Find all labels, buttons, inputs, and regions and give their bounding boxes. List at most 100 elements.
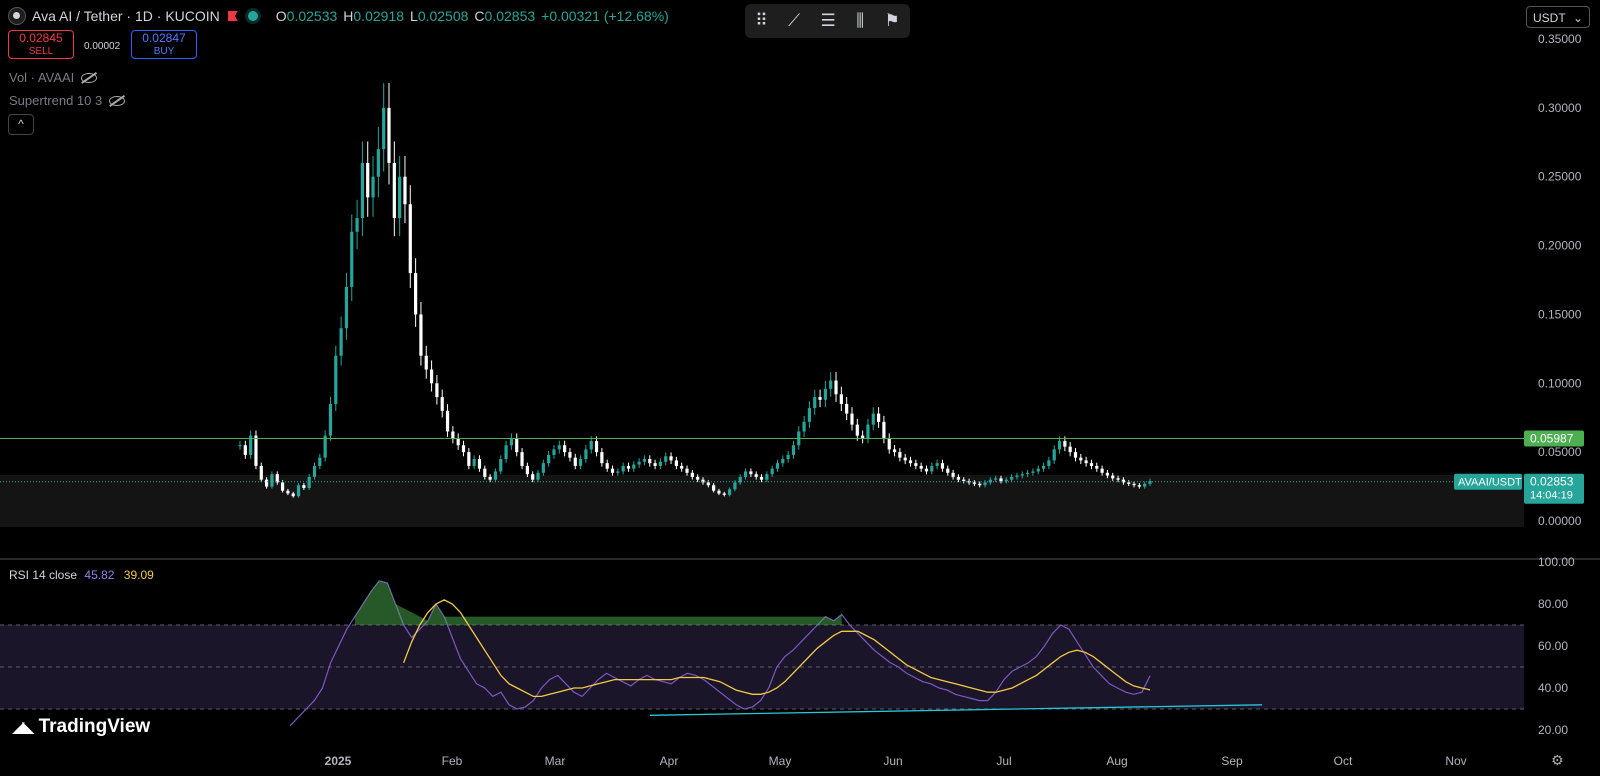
time-axis[interactable]: 2025 Feb Mar Apr May Jun Jul Aug Sep Oct Nov — [325, 754, 1467, 768]
symbol-logo-icon[interactable] — [8, 7, 26, 25]
symbol-title[interactable]: Ava AI / Tether · 1D · KUCOIN — [32, 8, 220, 24]
time-tick-label: Feb — [442, 754, 463, 768]
supertrend-indicator-label: Supertrend 10 3 — [9, 93, 103, 108]
price-candle — [328, 403, 333, 436]
price-candle — [685, 468, 689, 473]
price-candle — [701, 479, 705, 483]
time-tick-label: Aug — [1106, 754, 1127, 768]
eye-hidden-icon[interactable] — [81, 72, 98, 83]
volume-indicator[interactable]: Vol · AVAAI — [9, 70, 98, 85]
high-label: H — [343, 8, 354, 24]
collapse-legend-button[interactable]: ^ — [8, 114, 34, 135]
currency-select[interactable]: USDT ⌄ — [1526, 6, 1590, 28]
price-candle — [834, 380, 838, 395]
price-candle — [339, 328, 343, 356]
price-candle — [456, 438, 460, 446]
price-candle — [664, 456, 668, 462]
price-candle — [924, 468, 929, 472]
price-candle — [584, 449, 588, 460]
price-candle — [919, 465, 923, 469]
price-candle — [334, 355, 338, 404]
rsi-ma-line — [402, 599, 1151, 698]
price-candle — [238, 445, 242, 447]
price-candle — [360, 162, 364, 219]
price-candle — [882, 421, 886, 439]
price-candle — [616, 471, 620, 473]
price-candle — [988, 479, 992, 483]
tradingview-logo[interactable]: ◢◣ TradingView — [12, 716, 150, 738]
buy-button[interactable]: 0.02847 BUY — [131, 30, 197, 59]
price-candle — [403, 176, 407, 205]
price-candle — [296, 485, 301, 497]
price-candle — [978, 483, 982, 486]
sell-price: 0.02845 — [19, 31, 63, 45]
time-tick-label: Jul — [996, 754, 1011, 768]
price-candle — [1020, 474, 1024, 476]
trend-line-icon[interactable]: ⟋ — [788, 11, 801, 30]
sliders-icon[interactable]: ⫼ — [856, 11, 865, 30]
sell-label: SELL — [28, 46, 54, 57]
price-candle — [621, 465, 625, 472]
price-candle — [770, 468, 774, 475]
gear-icon[interactable]: ⚙ — [1551, 752, 1564, 768]
price-candle — [408, 204, 412, 274]
price-candle — [265, 479, 269, 487]
price-candle — [861, 435, 865, 439]
spread-value: 0.00002 — [84, 41, 121, 52]
price-candle — [435, 383, 439, 398]
price-candle — [1148, 481, 1152, 484]
low-value: 0.02508 — [417, 8, 469, 24]
horizontal-lines-icon[interactable]: ☰ — [820, 11, 836, 30]
price-candle — [791, 445, 796, 455]
price-candle — [1052, 449, 1056, 461]
sell-button[interactable]: 0.02845 SELL — [8, 30, 74, 59]
rsi-legend[interactable]: RSI 14 close 45.82 39.09 — [9, 568, 154, 582]
last-price-label: 0.02853 — [1530, 475, 1574, 489]
price-candle — [302, 485, 306, 488]
flag-tool-icon[interactable]: ⚑ — [884, 11, 900, 30]
price-candle — [557, 445, 561, 450]
price-candle — [419, 314, 423, 356]
rsi-line — [289, 580, 1151, 727]
drawing-toolbar: ⠿ ⟋ ☰ ⫼ ⚑ — [745, 4, 910, 38]
market-status-icon[interactable] — [247, 11, 258, 21]
price-candle — [802, 421, 806, 432]
volume-indicator-label: Vol · AVAAI — [9, 70, 75, 85]
supertrend-indicator[interactable]: Supertrend 10 3 — [9, 93, 126, 108]
price-candle — [930, 465, 934, 472]
price-candle — [467, 452, 471, 466]
price-candle — [722, 493, 726, 495]
drag-handle-icon[interactable]: ⠿ — [755, 11, 768, 30]
price-candle — [669, 456, 673, 461]
price-candle — [1041, 465, 1046, 469]
time-tick-label: Apr — [660, 754, 679, 768]
price-candle — [398, 176, 402, 219]
price-candle — [696, 476, 700, 480]
price-candle — [914, 463, 918, 466]
price-tick-label: 0.15000 — [1538, 307, 1582, 321]
price-candle — [552, 449, 556, 455]
eye-hidden-icon[interactable] — [109, 95, 126, 106]
price-candle — [488, 476, 492, 480]
price-candle — [738, 476, 742, 483]
price-candle — [472, 459, 476, 466]
price-candle — [855, 424, 859, 436]
price-candle — [759, 476, 764, 480]
price-candle — [887, 438, 891, 450]
price-candle — [392, 162, 396, 219]
price-candle — [573, 457, 577, 466]
price-candle — [653, 463, 657, 466]
rsi-tick-label: 100.00 — [1538, 555, 1575, 569]
price-candle — [706, 482, 710, 486]
price-candle — [477, 459, 482, 469]
rsi-tick-label: 40.00 — [1538, 681, 1568, 695]
price-candle — [648, 459, 652, 464]
price-candle — [1089, 463, 1094, 466]
price-axis[interactable]: 0.35000 0.30000 0.25000 0.20000 0.15000 0.100… — [1538, 32, 1582, 737]
price-candle — [270, 474, 274, 487]
price-candle — [935, 463, 939, 466]
price-candle — [951, 472, 955, 477]
price-candle — [765, 474, 769, 480]
price-candle — [493, 471, 498, 480]
